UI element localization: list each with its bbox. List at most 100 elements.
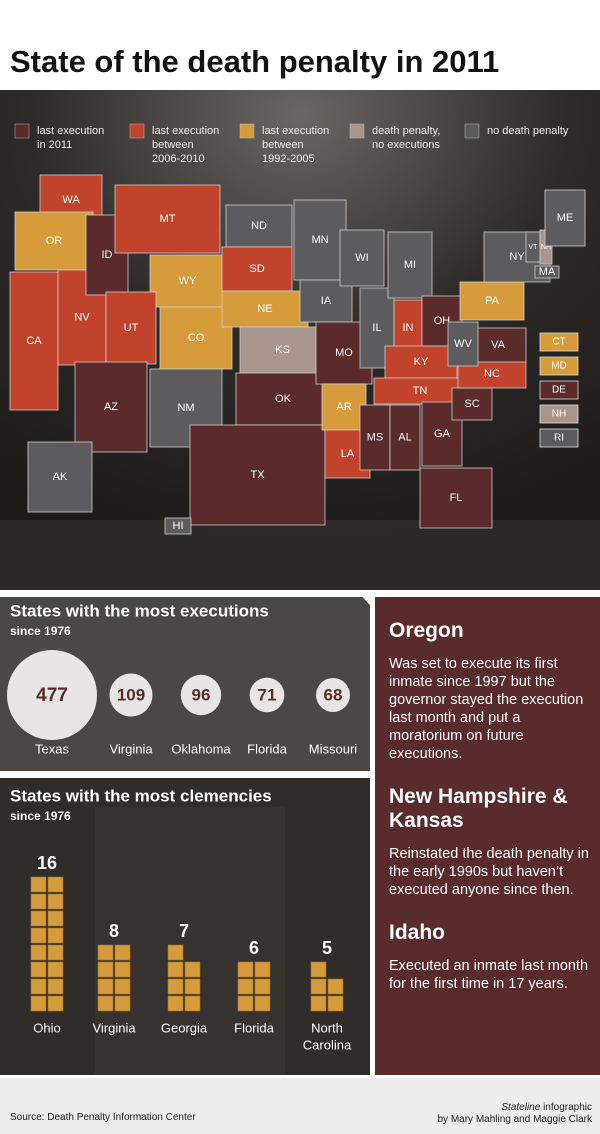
state-label: MA: [539, 266, 556, 278]
state-label: TX: [250, 469, 265, 481]
state: [321, 383, 367, 431]
legend-label: between: [262, 139, 304, 151]
clemency-square: [310, 961, 327, 978]
execution-value: 96: [192, 685, 211, 704]
legend-swatch: [349, 123, 365, 139]
callout-label: CT: [552, 337, 565, 348]
state: [221, 290, 309, 328]
state: [293, 199, 347, 281]
execution-state: Texas: [35, 741, 69, 756]
section-subtitle: since 1976: [10, 809, 71, 823]
state-label: MN: [311, 234, 328, 246]
clemency-stack: [310, 961, 344, 1012]
clemency-square: [254, 961, 271, 978]
clemency-square: [167, 995, 184, 1012]
note-heading: New Hampshire & Kansas: [389, 785, 568, 832]
clemency-square: [47, 893, 64, 910]
state: [105, 291, 157, 365]
execution-value: 71: [258, 685, 277, 704]
credit: Stateline infographic by Mary Mahling and…: [437, 1102, 592, 1126]
footer: Source: Death Penalty Information Center…: [0, 1078, 600, 1134]
clemency-square: [30, 927, 47, 944]
clemency-square: [237, 978, 254, 995]
state-label: NE: [257, 303, 272, 315]
state-label: WY: [179, 275, 197, 287]
source: Source: Death Penalty Information Center: [10, 1112, 196, 1123]
clemency-square: [310, 978, 327, 995]
clemency-stack: [30, 876, 64, 1012]
clemency-state: Ohio: [33, 1020, 60, 1035]
state: [114, 184, 221, 254]
state-label: WV: [454, 338, 472, 350]
clemency-value: 16: [37, 853, 57, 873]
section-title: States with the most clemencies: [10, 786, 272, 805]
state-label: VA: [491, 339, 506, 351]
state-label: WI: [355, 252, 368, 264]
rankings: States with the most executions since 197…: [0, 597, 370, 1075]
execution-value: 109: [117, 685, 145, 704]
execution-circle: [7, 650, 97, 740]
clemency-state: Georgia: [161, 1020, 208, 1035]
clemency-square: [184, 995, 201, 1012]
clemency-value: 6: [249, 938, 259, 958]
credit-publication: Stateline: [501, 1102, 541, 1113]
floor: [0, 520, 600, 590]
notes-panel: Oregon Was set to execute its first inmat…: [375, 597, 600, 1075]
clemency-square: [97, 978, 114, 995]
clemency-square: [47, 944, 64, 961]
state: [459, 281, 525, 321]
state: [159, 306, 233, 370]
state-label: CO: [188, 332, 205, 344]
state-label: SC: [464, 398, 479, 410]
clemency-square: [114, 978, 131, 995]
state-label: FL: [450, 492, 463, 504]
state: [299, 279, 353, 323]
legend-label: last execution: [152, 125, 219, 137]
clemency-square: [47, 995, 64, 1012]
state-label: KY: [414, 356, 429, 368]
clemency-state: North: [311, 1020, 343, 1035]
note-heading: Oregon: [389, 619, 464, 642]
execution-circle: [109, 673, 153, 717]
clemency-value: 5: [322, 938, 332, 958]
clemency-square: [114, 995, 131, 1012]
clemency-square: [184, 978, 201, 995]
clemency-square: [310, 995, 327, 1012]
clemency-square: [30, 978, 47, 995]
legend-label: in 2011: [37, 139, 72, 151]
state-label: NV: [74, 311, 90, 323]
execution-circle: [249, 677, 285, 713]
legend-label: last execution: [262, 125, 329, 137]
clemency-square: [167, 978, 184, 995]
execution-state: Missouri: [309, 741, 358, 756]
callout-label: RI: [554, 433, 564, 444]
state-label: MT: [160, 213, 176, 225]
callout-label: MD: [551, 361, 567, 372]
clemency-square: [30, 961, 47, 978]
state: [221, 246, 293, 292]
clemency-square: [97, 944, 114, 961]
clemency-stack: [237, 961, 271, 1012]
state-label: ME: [557, 212, 574, 224]
clemency-stack: [97, 944, 131, 1012]
state-label: GA: [434, 428, 451, 440]
state: [359, 404, 391, 471]
state-label: VT: [529, 244, 539, 251]
state-label: ID: [102, 249, 113, 261]
state-label: NH: [541, 244, 551, 251]
state-label: OK: [275, 393, 292, 405]
credit-kind: infographic: [543, 1102, 592, 1113]
state: [534, 265, 560, 279]
clemency-square: [30, 995, 47, 1012]
section-subtitle: since 1976: [10, 624, 71, 638]
state-label: AL: [398, 431, 411, 443]
state: [389, 404, 421, 471]
note-text: Reinstated the death penalty in the earl…: [389, 846, 589, 898]
state: [74, 361, 148, 453]
state: [384, 345, 458, 379]
state-label: IL: [372, 322, 381, 334]
cell-door: [95, 807, 285, 1075]
clemency-square: [97, 995, 114, 1012]
legend-label: no death penalty: [487, 125, 569, 137]
state: [419, 467, 493, 529]
